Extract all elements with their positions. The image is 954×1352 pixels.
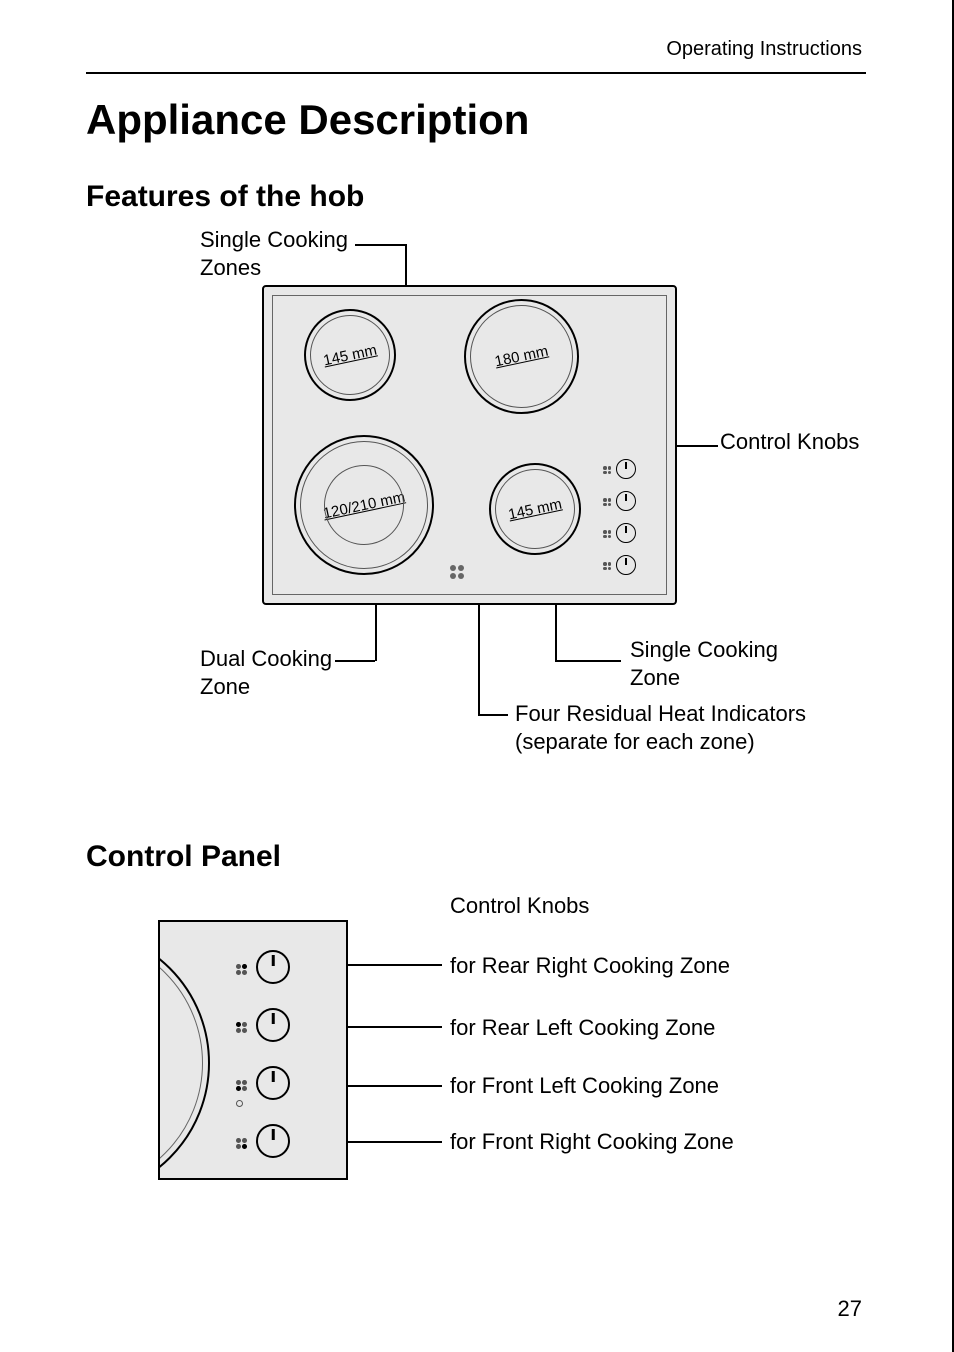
label-control-knobs: Control Knobs (720, 428, 859, 456)
zone-dimension: 120/210 mm (321, 488, 406, 522)
zone-dimension: 145 mm (507, 495, 564, 523)
leader-line (555, 660, 621, 662)
label-single-cooking-zone: Single Cooking Zone (630, 636, 778, 691)
knob-icon (616, 459, 636, 479)
zone-dimension: 145 mm (322, 341, 379, 369)
zone-indicator-icon (236, 964, 247, 975)
leader-line (335, 660, 375, 662)
label-heat-indicators: Four Residual Heat Indicators (separate … (515, 700, 806, 755)
control-panel-diagram (158, 920, 348, 1180)
knob-rear-right (256, 950, 290, 984)
label-control-knobs: Control Knobs (450, 892, 589, 920)
panel-knob-column (256, 950, 290, 1158)
section-heading-features: Features of the hob (86, 180, 364, 214)
knob-rear-left (256, 1008, 290, 1042)
zone-indicator-icon (236, 1138, 247, 1149)
zone-indicator-icon (236, 1080, 247, 1091)
page: Operating Instructions Appliance Descrip… (0, 0, 954, 1352)
hob-diagram: 145 mm 180 mm 120/210 mm 145 mm (262, 285, 677, 605)
knob-front-left (256, 1066, 290, 1100)
zone-inner-ring (317, 458, 412, 553)
label-knob-rear-left: for Rear Left Cooking Zone (450, 1014, 715, 1042)
label-single-cooking-zones: Single Cooking Zones (200, 226, 348, 281)
dual-zone-indicator-icon (236, 1100, 243, 1107)
hob-outline: 145 mm 180 mm 120/210 mm 145 mm (262, 285, 677, 605)
knob-icon (616, 555, 636, 575)
leader-line (355, 244, 405, 246)
running-head: Operating Instructions (666, 38, 862, 61)
header-rule (86, 72, 866, 74)
leader-line (478, 714, 508, 716)
label-knob-front-left: for Front Left Cooking Zone (450, 1072, 719, 1100)
zone-indicator-icon (236, 1022, 247, 1033)
page-number: 27 (838, 1296, 862, 1322)
section-heading-control-panel: Control Panel (86, 840, 281, 874)
knob-icon (616, 523, 636, 543)
knob-column (616, 459, 636, 575)
label-dual-cooking-zone: Dual Cooking Zone (200, 645, 332, 700)
page-title: Appliance Description (86, 96, 529, 144)
label-knob-rear-right: for Rear Right Cooking Zone (450, 952, 730, 980)
knob-icon (616, 491, 636, 511)
heat-indicator-icon (450, 565, 464, 579)
label-knob-front-right: for Front Right Cooking Zone (450, 1128, 734, 1156)
panel-zone-arc (158, 928, 210, 1180)
knob-front-right (256, 1124, 290, 1158)
zone-dimension: 180 mm (493, 343, 550, 371)
